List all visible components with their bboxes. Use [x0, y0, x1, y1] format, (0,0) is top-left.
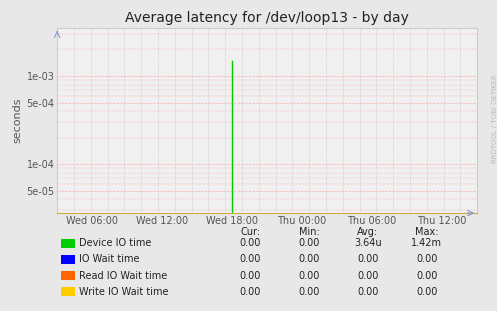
Text: RRDTOOL / TOBI OETIKER: RRDTOOL / TOBI OETIKER — [492, 74, 497, 163]
Text: 0.00: 0.00 — [357, 287, 379, 297]
Text: 1.42m: 1.42m — [411, 238, 442, 248]
Text: 0.00: 0.00 — [298, 271, 320, 281]
Text: Device IO time: Device IO time — [79, 238, 152, 248]
Text: 0.00: 0.00 — [240, 238, 261, 248]
Title: Average latency for /dev/loop13 - by day: Average latency for /dev/loop13 - by day — [125, 12, 409, 26]
Text: Read IO Wait time: Read IO Wait time — [79, 271, 167, 281]
Text: IO Wait time: IO Wait time — [79, 254, 140, 264]
Text: 0.00: 0.00 — [240, 287, 261, 297]
Text: 0.00: 0.00 — [357, 271, 379, 281]
Text: 0.00: 0.00 — [298, 254, 320, 264]
Text: 0.00: 0.00 — [416, 271, 437, 281]
Text: 0.00: 0.00 — [416, 287, 437, 297]
Text: 0.00: 0.00 — [240, 271, 261, 281]
Text: 0.00: 0.00 — [298, 287, 320, 297]
Text: 0.00: 0.00 — [357, 254, 379, 264]
Y-axis label: seconds: seconds — [12, 98, 22, 143]
Text: 0.00: 0.00 — [416, 254, 437, 264]
Text: Min:: Min: — [299, 227, 320, 237]
Text: 3.64u: 3.64u — [354, 238, 382, 248]
Text: Avg:: Avg: — [357, 227, 379, 237]
Text: Max:: Max: — [415, 227, 438, 237]
Text: 0.00: 0.00 — [298, 238, 320, 248]
Text: 0.00: 0.00 — [240, 254, 261, 264]
Text: Write IO Wait time: Write IO Wait time — [79, 287, 168, 297]
Text: Cur:: Cur: — [240, 227, 260, 237]
